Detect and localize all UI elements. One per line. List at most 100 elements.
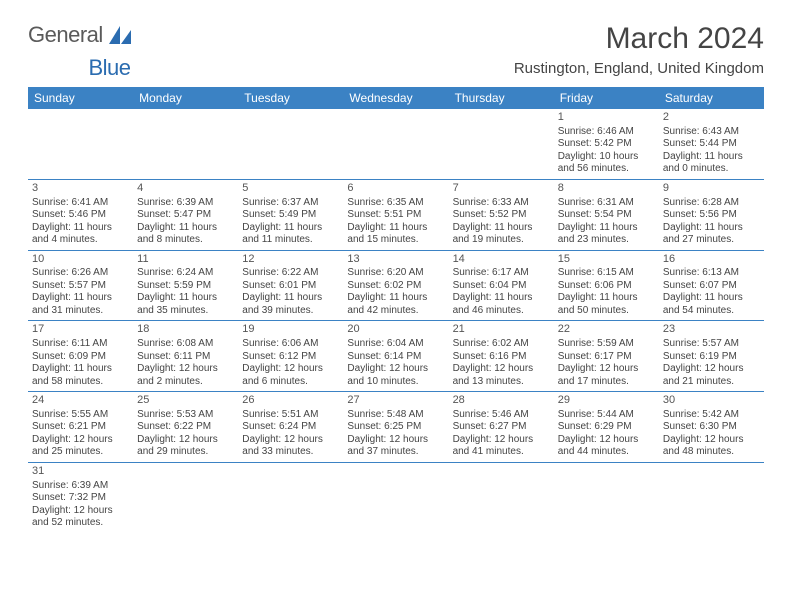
daylight-line2: and 52 minutes. (32, 517, 129, 530)
calendar-cell: 3Sunrise: 6:41 AMSunset: 5:46 PMDaylight… (28, 179, 133, 250)
sunset-line: Sunset: 5:42 PM (558, 138, 655, 151)
calendar-cell: 16Sunrise: 6:13 AMSunset: 6:07 PMDayligh… (659, 250, 764, 321)
sunrise-line: Sunrise: 6:31 AM (558, 197, 655, 210)
daylight-line: Daylight: 12 hours (32, 505, 129, 518)
daylight-line: Daylight: 12 hours (347, 363, 444, 376)
calendar-cell: 21Sunrise: 6:02 AMSunset: 6:16 PMDayligh… (449, 321, 554, 392)
day-number: 6 (347, 182, 444, 196)
sunrise-line: Sunrise: 6:04 AM (347, 338, 444, 351)
daylight-line2: and 41 minutes. (453, 446, 550, 459)
calendar-cell: 5Sunrise: 6:37 AMSunset: 5:49 PMDaylight… (238, 179, 343, 250)
sunset-line: Sunset: 5:49 PM (242, 209, 339, 222)
daylight-line: Daylight: 12 hours (137, 363, 234, 376)
day-number: 27 (347, 394, 444, 408)
calendar-cell: 9Sunrise: 6:28 AMSunset: 5:56 PMDaylight… (659, 179, 764, 250)
sunrise-line: Sunrise: 6:37 AM (242, 197, 339, 210)
calendar-cell (28, 109, 133, 179)
daylight-line: Daylight: 12 hours (663, 363, 760, 376)
sunrise-line: Sunrise: 6:26 AM (32, 267, 129, 280)
daylight-line2: and 6 minutes. (242, 376, 339, 389)
day-number: 1 (558, 111, 655, 125)
day-number: 25 (137, 394, 234, 408)
daylight-line2: and 37 minutes. (347, 446, 444, 459)
daylight-line2: and 50 minutes. (558, 305, 655, 318)
sunset-line: Sunset: 5:59 PM (137, 280, 234, 293)
calendar-cell: 28Sunrise: 5:46 AMSunset: 6:27 PMDayligh… (449, 392, 554, 463)
daylight-line2: and 4 minutes. (32, 234, 129, 247)
day-number: 31 (32, 465, 129, 479)
calendar-cell: 31Sunrise: 6:39 AMSunset: 7:32 PMDayligh… (28, 462, 133, 532)
daylight-line2: and 2 minutes. (137, 376, 234, 389)
daylight-line: Daylight: 12 hours (453, 434, 550, 447)
month-title: March 2024 (514, 22, 764, 56)
day-number: 20 (347, 323, 444, 337)
daylight-line: Daylight: 11 hours (32, 292, 129, 305)
sunset-line: Sunset: 6:17 PM (558, 351, 655, 364)
calendar-cell: 2Sunrise: 6:43 AMSunset: 5:44 PMDaylight… (659, 109, 764, 179)
sunrise-line: Sunrise: 5:59 AM (558, 338, 655, 351)
day-number: 2 (663, 111, 760, 125)
sunrise-line: Sunrise: 6:46 AM (558, 126, 655, 139)
calendar-cell (449, 109, 554, 179)
col-header: Saturday (659, 87, 764, 109)
calendar-cell: 14Sunrise: 6:17 AMSunset: 6:04 PMDayligh… (449, 250, 554, 321)
logo-sail-icon (109, 26, 131, 44)
daylight-line2: and 46 minutes. (453, 305, 550, 318)
sunset-line: Sunset: 6:12 PM (242, 351, 339, 364)
sunset-line: Sunset: 6:22 PM (137, 421, 234, 434)
logo-word1: General (28, 22, 103, 48)
calendar-table: SundayMondayTuesdayWednesdayThursdayFrid… (28, 87, 764, 533)
sunrise-line: Sunrise: 5:46 AM (453, 409, 550, 422)
sunrise-line: Sunrise: 6:43 AM (663, 126, 760, 139)
calendar-cell: 26Sunrise: 5:51 AMSunset: 6:24 PMDayligh… (238, 392, 343, 463)
calendar-cell: 22Sunrise: 5:59 AMSunset: 6:17 PMDayligh… (554, 321, 659, 392)
day-number: 5 (242, 182, 339, 196)
day-number: 14 (453, 253, 550, 267)
daylight-line2: and 44 minutes. (558, 446, 655, 459)
col-header: Monday (133, 87, 238, 109)
calendar-cell (238, 109, 343, 179)
col-header: Sunday (28, 87, 133, 109)
daylight-line2: and 25 minutes. (32, 446, 129, 459)
day-number: 7 (453, 182, 550, 196)
calendar-cell: 11Sunrise: 6:24 AMSunset: 5:59 PMDayligh… (133, 250, 238, 321)
sunset-line: Sunset: 5:51 PM (347, 209, 444, 222)
daylight-line2: and 11 minutes. (242, 234, 339, 247)
day-number: 22 (558, 323, 655, 337)
day-number: 26 (242, 394, 339, 408)
sunset-line: Sunset: 5:56 PM (663, 209, 760, 222)
calendar-cell: 25Sunrise: 5:53 AMSunset: 6:22 PMDayligh… (133, 392, 238, 463)
calendar-cell (554, 462, 659, 532)
calendar-cell: 10Sunrise: 6:26 AMSunset: 5:57 PMDayligh… (28, 250, 133, 321)
daylight-line2: and 23 minutes. (558, 234, 655, 247)
daylight-line2: and 58 minutes. (32, 376, 129, 389)
daylight-line: Daylight: 11 hours (32, 363, 129, 376)
sunrise-line: Sunrise: 5:44 AM (558, 409, 655, 422)
daylight-line: Daylight: 11 hours (558, 222, 655, 235)
sunrise-line: Sunrise: 6:02 AM (453, 338, 550, 351)
sunset-line: Sunset: 6:21 PM (32, 421, 129, 434)
sunset-line: Sunset: 6:09 PM (32, 351, 129, 364)
sunrise-line: Sunrise: 6:22 AM (242, 267, 339, 280)
sunset-line: Sunset: 6:19 PM (663, 351, 760, 364)
day-number: 19 (242, 323, 339, 337)
logo-word2: Blue (88, 55, 130, 81)
calendar-cell: 6Sunrise: 6:35 AMSunset: 5:51 PMDaylight… (343, 179, 448, 250)
daylight-line: Daylight: 11 hours (663, 222, 760, 235)
daylight-line2: and 31 minutes. (32, 305, 129, 318)
sunrise-line: Sunrise: 6:33 AM (453, 197, 550, 210)
daylight-line2: and 48 minutes. (663, 446, 760, 459)
sunrise-line: Sunrise: 6:35 AM (347, 197, 444, 210)
calendar-cell: 7Sunrise: 6:33 AMSunset: 5:52 PMDaylight… (449, 179, 554, 250)
daylight-line: Daylight: 12 hours (32, 434, 129, 447)
daylight-line: Daylight: 12 hours (347, 434, 444, 447)
sunrise-line: Sunrise: 5:42 AM (663, 409, 760, 422)
calendar-cell: 30Sunrise: 5:42 AMSunset: 6:30 PMDayligh… (659, 392, 764, 463)
sunrise-line: Sunrise: 6:11 AM (32, 338, 129, 351)
daylight-line: Daylight: 12 hours (137, 434, 234, 447)
daylight-line: Daylight: 11 hours (347, 292, 444, 305)
day-number: 29 (558, 394, 655, 408)
calendar-cell: 4Sunrise: 6:39 AMSunset: 5:47 PMDaylight… (133, 179, 238, 250)
sunset-line: Sunset: 6:16 PM (453, 351, 550, 364)
sunrise-line: Sunrise: 6:13 AM (663, 267, 760, 280)
